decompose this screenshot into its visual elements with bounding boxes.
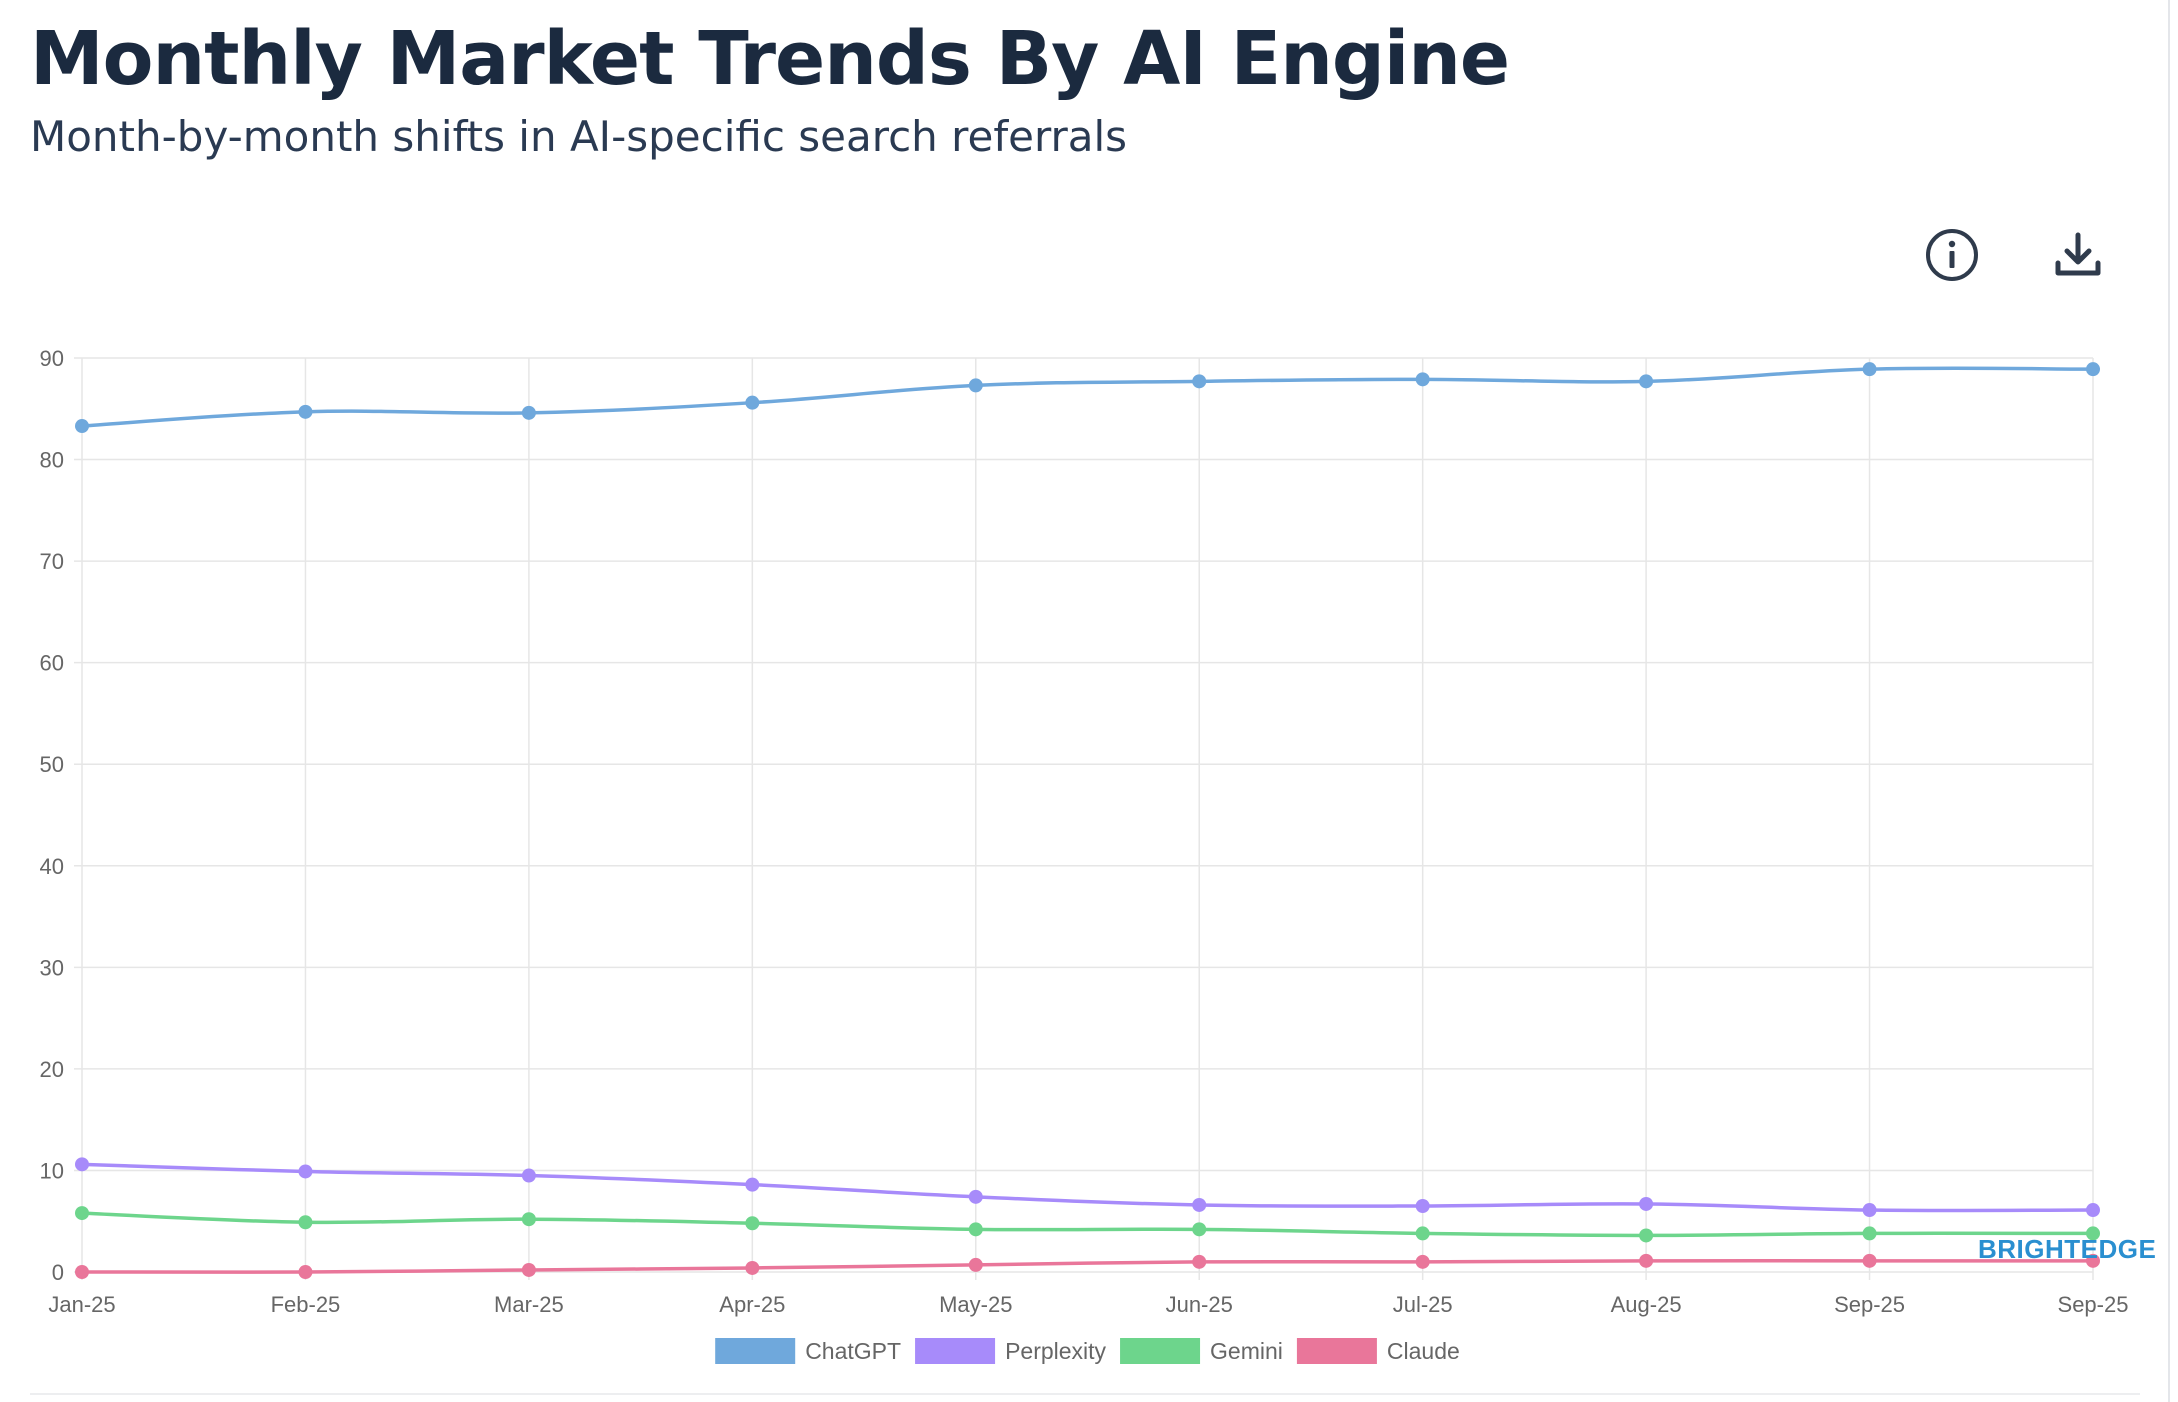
- panel-edge: [2168, 0, 2170, 1402]
- data-point-claude: [1862, 1253, 1877, 1268]
- data-point-gemini: [75, 1206, 89, 1221]
- legend-label-chatgpt: ChatGPT: [805, 1338, 901, 1364]
- x-tick-label: May-25: [939, 1292, 1012, 1317]
- data-point-chatgpt: [521, 405, 536, 420]
- chart-series: [75, 362, 2100, 1279]
- info-button[interactable]: [1920, 223, 1984, 287]
- data-point-gemini: [1415, 1226, 1430, 1241]
- x-tick-label: Apr-25: [719, 1292, 785, 1317]
- data-point-chatgpt: [1862, 362, 1877, 377]
- data-point-chatgpt: [1415, 372, 1430, 387]
- series-line-perplexity: [80, 1162, 2095, 1213]
- brand-watermark: BRIGHTEDGE: [1978, 1234, 2156, 1264]
- legend-item-chatgpt[interactable]: ChatGPT: [715, 1338, 901, 1364]
- data-point-perplexity: [1862, 1203, 1877, 1218]
- data-point-gemini: [1192, 1222, 1207, 1237]
- y-tick-label: 10: [40, 1158, 64, 1183]
- x-tick-label: Jul-25: [1393, 1292, 1453, 1317]
- x-tick-label: Mar-25: [494, 1292, 564, 1317]
- data-point-chatgpt: [298, 404, 313, 419]
- x-tick-label: Jan-25: [48, 1292, 115, 1317]
- page-title: Monthly Market Trends By AI Engine: [30, 16, 1510, 102]
- y-tick-label: 90: [40, 346, 64, 371]
- data-point-gemini: [1639, 1228, 1654, 1243]
- legend-label-perplexity: Perplexity: [1005, 1338, 1106, 1364]
- data-point-claude: [521, 1262, 536, 1277]
- data-point-claude: [745, 1260, 760, 1275]
- x-tick-label: Aug-25: [1611, 1292, 1682, 1317]
- legend-swatch-gemini: [1120, 1338, 1201, 1364]
- data-point-claude: [968, 1257, 983, 1272]
- data-point-claude: [75, 1265, 89, 1279]
- y-tick-label: 70: [40, 549, 64, 574]
- data-point-perplexity: [521, 1168, 536, 1183]
- legend-item-gemini[interactable]: Gemini: [1120, 1338, 1283, 1364]
- y-tick-label: 80: [40, 448, 64, 473]
- data-point-claude: [1415, 1254, 1430, 1269]
- legend-swatch-perplexity: [915, 1338, 996, 1364]
- x-tick-label: Jun-25: [1166, 1292, 1233, 1317]
- data-point-perplexity: [1639, 1196, 1654, 1211]
- legend-swatch-chatgpt: [715, 1338, 796, 1364]
- data-point-gemini: [745, 1216, 760, 1231]
- series-chatgpt: [75, 362, 2100, 434]
- y-tick-label: 60: [40, 651, 64, 676]
- data-point-gemini: [298, 1215, 313, 1230]
- data-point-perplexity: [2086, 1203, 2100, 1218]
- data-point-perplexity: [298, 1164, 313, 1179]
- download-icon: [2055, 232, 2101, 276]
- data-point-chatgpt: [745, 395, 760, 410]
- legend-label-claude: Claude: [1387, 1338, 1460, 1364]
- panel-divider: [30, 1393, 2140, 1395]
- series-line-claude: [80, 1258, 2095, 1274]
- chart-legend: ChatGPT Perplexity Gemini Claude: [715, 1338, 1460, 1364]
- series-line-chatgpt: [80, 366, 2095, 428]
- x-tick-label: Sep-25: [2058, 1292, 2129, 1317]
- series-line-gemini: [80, 1211, 2095, 1238]
- y-tick-label: 30: [40, 955, 64, 980]
- data-point-chatgpt: [1639, 374, 1654, 389]
- line-chart: 0 10 20 30 40 50 60 70 80 90 Jan-25 Feb-25 Mar-25 Apr…: [40, 346, 2156, 1364]
- data-point-claude: [1192, 1254, 1207, 1269]
- data-point-chatgpt: [75, 419, 89, 434]
- y-tick-label: 40: [40, 854, 64, 879]
- data-point-claude: [2086, 1253, 2100, 1268]
- data-point-perplexity: [745, 1177, 760, 1192]
- data-point-chatgpt: [968, 378, 983, 393]
- x-tick-label: Sep-25: [1834, 1292, 1905, 1317]
- y-tick-label: 50: [40, 752, 64, 777]
- legend-item-claude[interactable]: Claude: [1296, 1338, 1460, 1364]
- data-point-perplexity: [75, 1157, 89, 1172]
- download-button[interactable]: [2046, 223, 2110, 287]
- data-point-perplexity: [1415, 1198, 1430, 1213]
- data-point-claude: [1639, 1253, 1654, 1268]
- chart-axes: 0 10 20 30 40 50 60 70 80 90 Jan-25 Feb-25 Mar-25 Apr…: [40, 346, 2129, 1317]
- series-claude: [75, 1253, 2100, 1279]
- chart-grid: [74, 357, 2094, 1280]
- legend-label-gemini: Gemini: [1210, 1338, 1283, 1364]
- data-point-gemini: [968, 1222, 983, 1237]
- info-icon: [1926, 229, 1978, 281]
- x-tick-label: Feb-25: [271, 1292, 341, 1317]
- series-gemini: [75, 1206, 2100, 1243]
- legend-item-perplexity[interactable]: Perplexity: [915, 1338, 1107, 1364]
- legend-swatch-claude: [1296, 1338, 1377, 1364]
- data-point-chatgpt: [2086, 362, 2100, 377]
- data-point-perplexity: [968, 1189, 983, 1204]
- data-point-claude: [298, 1265, 313, 1279]
- data-point-gemini: [1862, 1226, 1877, 1241]
- page-subtitle: Month-by-month shifts in AI-specific sea…: [30, 112, 1128, 161]
- y-tick-label: 0: [52, 1260, 64, 1285]
- data-point-perplexity: [1192, 1197, 1207, 1212]
- y-tick-label: 20: [40, 1057, 64, 1082]
- data-point-gemini: [521, 1212, 536, 1227]
- data-point-chatgpt: [1192, 374, 1207, 389]
- data-point-gemini: [2086, 1226, 2100, 1241]
- series-perplexity: [75, 1157, 2100, 1218]
